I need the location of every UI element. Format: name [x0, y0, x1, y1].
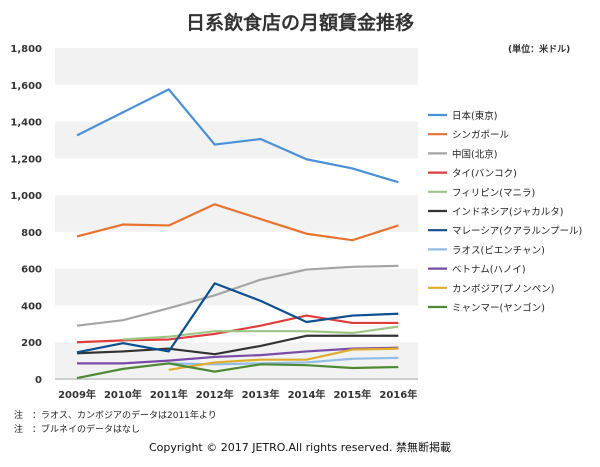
y-tick-label: 200: [21, 338, 42, 349]
copyright: Copyright © 2017 JETRO.All rights reserv…: [148, 441, 452, 454]
series-line: [76, 314, 399, 344]
x-tick-label: 2011年: [150, 388, 188, 401]
x-tick-label: 2009年: [58, 388, 96, 401]
legend-label: インドネシア(ジャカルタ): [452, 207, 563, 218]
legend-label: シンガポール: [452, 130, 510, 141]
series-line: [76, 203, 399, 242]
line-chart: 0 200 400 600 800 1,000 1,200 1,400 1,600 1,800 20…: [10, 44, 582, 401]
legend-label: ベトナム(ハノイ): [452, 265, 526, 276]
x-tick-label: 2010年: [104, 388, 142, 401]
grid-band: [55, 48, 418, 85]
y-tick-label: 1,200: [10, 154, 42, 165]
note-1: 注 ：ラオス、カンボジアのデータは2011年より: [14, 411, 217, 421]
series-line: [76, 334, 399, 356]
series-line: [76, 88, 399, 184]
series-line: [76, 264, 399, 327]
series-line: [76, 282, 399, 354]
legend-label: ミャンマー(ヤンゴン): [452, 302, 545, 314]
y-tick-label: 800: [21, 228, 42, 239]
legend-label: タイ(バンコク): [452, 169, 517, 180]
legend-label: 日本(東京): [452, 110, 497, 122]
y-tick-label: 1,600: [10, 81, 42, 92]
chart-title: 日系飲食店の月額賃金推移: [185, 12, 414, 34]
unit-label: (単位：米ドル): [508, 45, 571, 55]
x-tick-label: 2012年: [196, 388, 234, 401]
grid-band: [55, 195, 418, 232]
y-tick-label: 0: [35, 375, 42, 386]
y-tick-label: 1,800: [10, 44, 42, 55]
legend-label: ラオス(ビエンチャン): [452, 245, 545, 256]
y-tick-label: 1,000: [10, 191, 42, 202]
legend-label: カンボジア(プノンペン): [452, 284, 554, 295]
legend-label: 中国(北京): [452, 148, 497, 160]
y-tick-label: 400: [21, 301, 42, 312]
legend-label: マレーシア(クアラルンプール): [452, 226, 582, 237]
y-tick-label: 1,400: [10, 118, 42, 129]
series-line: [122, 325, 399, 341]
x-tick-label: 2016年: [379, 388, 417, 401]
x-tick-label: 2015年: [333, 388, 371, 401]
y-tick-label: 600: [21, 265, 42, 276]
series-line: [168, 347, 399, 371]
note-2: 注 ：ブルネイのデータはなし: [14, 425, 141, 435]
series-line: [77, 346, 399, 365]
x-tick-label: 2014年: [288, 388, 326, 401]
legend-label: フィリピン(マニラ): [452, 188, 535, 199]
series-line: [76, 362, 399, 380]
grid-band: [55, 121, 418, 159]
x-tick-label: 2013年: [242, 388, 280, 401]
